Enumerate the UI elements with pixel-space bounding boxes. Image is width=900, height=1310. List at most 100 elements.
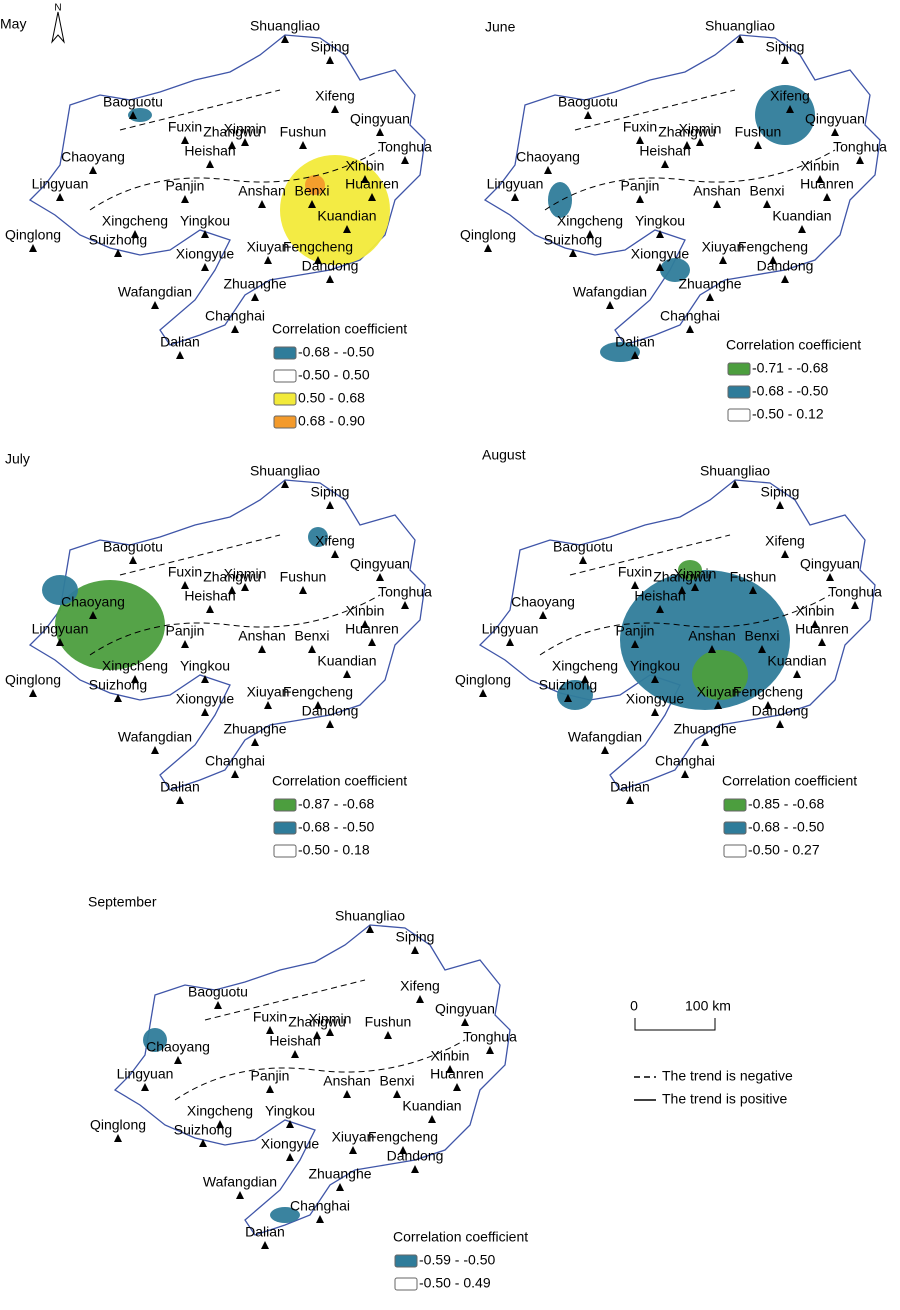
station-label: Zhangwu xyxy=(288,1014,346,1030)
station-marker xyxy=(231,325,239,333)
map-panel: Shuangliao Siping Baoguotu Zhangwu Xifeng Fux… xyxy=(5,463,432,804)
map-root: Shuangliao Siping Baoguotu Zhangwu Xifeng Fux… xyxy=(0,3,887,1291)
legend-label: -0.50 - 0.49 xyxy=(419,1275,491,1291)
station-marker xyxy=(343,1090,351,1098)
station-label: Fengcheng xyxy=(738,239,808,255)
station-marker xyxy=(228,141,236,149)
trend-contour xyxy=(89,149,381,211)
station-label: Zhuanghe xyxy=(678,276,741,292)
station-marker xyxy=(401,601,409,609)
station-marker xyxy=(651,675,659,683)
station-label: Tonghua xyxy=(378,139,432,155)
station-label: Dalian xyxy=(610,779,650,795)
station-marker xyxy=(129,111,137,119)
station-label: Xiongyue xyxy=(176,691,235,707)
trend-contour xyxy=(204,979,366,1021)
station-label: Tonghua xyxy=(828,584,882,600)
correlation-area xyxy=(308,527,328,547)
station-label: Zhangwu xyxy=(653,569,711,585)
legend-title: Correlation coefficient xyxy=(272,773,407,789)
station-marker xyxy=(281,35,289,43)
station-label: Fengcheng xyxy=(283,239,353,255)
station-label: Qingyuan xyxy=(805,111,865,127)
station-label: Zhangwu xyxy=(203,124,261,140)
station-label: Qingyuan xyxy=(800,556,860,572)
correlation-area xyxy=(270,1207,300,1223)
station-marker xyxy=(411,946,419,954)
station-marker xyxy=(314,256,322,264)
station-marker xyxy=(89,611,97,619)
correlation-area xyxy=(42,575,78,605)
station-marker xyxy=(336,1183,344,1191)
station-marker xyxy=(326,1028,334,1036)
station-label: Fuxin xyxy=(168,119,202,135)
station-label: Benxi xyxy=(744,628,779,644)
station-marker xyxy=(264,701,272,709)
correlation-area xyxy=(143,1028,167,1052)
station-label: Fuxin xyxy=(618,564,652,580)
station-label: Baoguotu xyxy=(558,94,618,110)
correlation-area xyxy=(660,258,690,282)
station-label: Huanren xyxy=(795,621,849,637)
station-label: Panjin xyxy=(621,178,660,194)
station-marker xyxy=(678,586,686,594)
station-marker xyxy=(29,244,37,252)
station-marker xyxy=(651,708,659,716)
station-label: Changhai xyxy=(205,308,265,324)
map-panel: Shuangliao Siping Baoguotu Zhangwu Xifeng Fux… xyxy=(455,463,882,804)
legend-label: -0.85 - -0.68 xyxy=(748,796,824,812)
legend-swatch xyxy=(273,844,297,858)
station-label: Qinglong xyxy=(5,672,61,688)
legend-swatch xyxy=(723,844,747,858)
legend-label: -0.50 - 0.18 xyxy=(298,842,370,858)
station-label: Qinglong xyxy=(460,227,516,243)
station-marker xyxy=(251,293,259,301)
legend-title: Correlation coefficient xyxy=(722,773,857,789)
station-label: Zhangwu xyxy=(203,569,261,585)
station-marker xyxy=(326,275,334,283)
station-marker xyxy=(241,138,249,146)
panel-title: June xyxy=(485,19,516,35)
station-label: Dandong xyxy=(302,258,359,274)
station-label: Chaoyang xyxy=(511,594,575,610)
station-marker xyxy=(216,1120,224,1128)
correlation-area xyxy=(692,650,748,700)
station-marker xyxy=(114,1134,122,1142)
station-label: Xiongyue xyxy=(176,246,235,262)
station-label: Xifeng xyxy=(400,978,440,994)
station-label: Fushun xyxy=(365,1014,412,1030)
station-label: Kuandian xyxy=(317,208,376,224)
station-marker xyxy=(811,620,819,628)
station-marker xyxy=(176,796,184,804)
station-marker xyxy=(631,640,639,648)
station-label: Siping xyxy=(396,929,435,945)
station-label: Xifeng xyxy=(770,88,810,104)
station-marker xyxy=(313,1031,321,1039)
station-label: Tonghua xyxy=(833,139,887,155)
station-label: Xifeng xyxy=(315,533,355,549)
station-label: Fuxin xyxy=(168,564,202,580)
station-marker xyxy=(719,256,727,264)
legend-label: 0.50 - 0.68 xyxy=(298,390,365,406)
station-marker xyxy=(181,136,189,144)
station-label: Yingkou xyxy=(635,213,685,229)
station-marker xyxy=(181,195,189,203)
station-marker xyxy=(696,138,704,146)
station-label: Benxi xyxy=(294,628,329,644)
station-marker xyxy=(308,645,316,653)
station-marker xyxy=(754,141,762,149)
station-marker xyxy=(56,638,64,646)
station-label: Qingyuan xyxy=(435,1001,495,1017)
station-label: Panjin xyxy=(166,178,205,194)
legend-swatch xyxy=(727,408,751,422)
station-marker xyxy=(691,583,699,591)
station-label: Kuandian xyxy=(317,653,376,669)
legend-swatch xyxy=(723,798,747,812)
station-label: Baoguotu xyxy=(103,539,163,555)
station-label: Dalian xyxy=(160,334,200,350)
station-marker xyxy=(241,583,249,591)
legend-swatch xyxy=(273,415,297,429)
station-label: Suizhong xyxy=(89,677,147,693)
trend-contour xyxy=(119,534,281,576)
station-label: Anshan xyxy=(693,183,740,199)
